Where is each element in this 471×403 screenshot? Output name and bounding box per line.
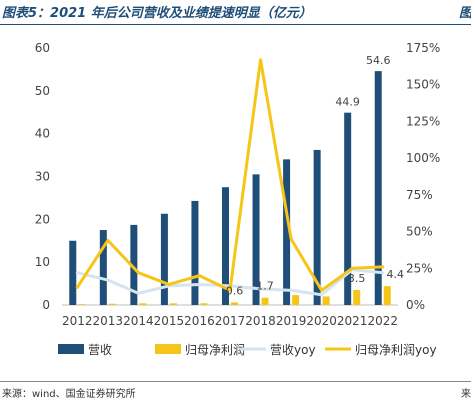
y-left-tick-label: 0	[42, 298, 50, 312]
bar-net-profit	[353, 290, 361, 305]
y-right-tick-label: 100%	[406, 151, 440, 165]
bar-net-profit	[78, 304, 86, 305]
y-right-tick-label: 150%	[406, 78, 440, 92]
data-label: 44.9	[335, 96, 360, 109]
data-label: 1.7	[256, 280, 274, 293]
legend-label: 营收	[88, 343, 112, 357]
x-tick-label: 2015	[154, 314, 185, 328]
y-left-tick-label: 50	[35, 84, 50, 98]
next-chart-title-fragment: 图	[459, 6, 471, 21]
legend-label: 归母净利润yoy	[355, 343, 437, 357]
legend-swatch	[155, 344, 181, 354]
bar-net-profit	[169, 303, 177, 305]
bar-revenue	[222, 187, 229, 305]
bar-revenue	[374, 71, 382, 305]
y-right-tick-label: 75%	[406, 188, 433, 202]
x-tick-label: 2022	[367, 314, 398, 328]
data-label: 0.6	[226, 284, 244, 297]
x-tick-label: 2016	[184, 314, 215, 328]
footer-divider	[0, 381, 471, 382]
y-right-tick-label: 50%	[406, 225, 433, 239]
y-left-tick-label: 40	[35, 127, 50, 141]
bar-net-profit	[383, 286, 391, 305]
data-label: 54.6	[366, 54, 391, 67]
bar-net-profit	[139, 303, 147, 305]
bar-revenue	[130, 224, 138, 305]
y-right-tick-label: 0%	[406, 298, 425, 312]
chart-title: 图表5：2021 年后公司营收及业绩提速明显（亿元）	[2, 6, 312, 21]
title-divider	[0, 24, 471, 25]
bar-net-profit	[261, 297, 269, 305]
bar-revenue	[344, 112, 352, 305]
y-right-tick-label: 125%	[406, 114, 440, 128]
data-label: 3.5	[348, 272, 366, 285]
bar-net-profit	[322, 296, 330, 305]
y-left-tick-label: 10	[35, 255, 50, 269]
bar-revenue	[313, 149, 321, 305]
bar-revenue	[160, 213, 168, 305]
bar-revenue	[191, 200, 199, 305]
y-left-tick-label: 20	[35, 212, 50, 226]
x-tick-label: 2019	[276, 314, 307, 328]
y-left-tick-label: 60	[35, 41, 50, 55]
x-tick-label: 2018	[245, 314, 276, 328]
bar-revenue	[69, 240, 77, 305]
bar-net-profit	[200, 303, 208, 305]
data-label: 4.4	[386, 268, 404, 281]
x-tick-label: 2020	[306, 314, 337, 328]
bar-net-profit	[231, 302, 238, 305]
x-tick-label: 2013	[93, 314, 124, 328]
bar-revenue	[252, 174, 260, 305]
x-tick-label: 2017	[215, 314, 246, 328]
bar-revenue	[283, 159, 291, 305]
line-net-profit-yoy	[75, 58, 385, 292]
next-source-fragment: 来	[461, 389, 471, 400]
bar-net-profit	[292, 295, 300, 305]
legend-swatch	[58, 344, 84, 354]
source-note: 来源：wind、国金证券研究所	[2, 389, 136, 400]
y-left-tick-label: 30	[35, 170, 50, 184]
legend-label: 归母净利润	[185, 343, 245, 357]
y-right-tick-label: 175%	[406, 41, 440, 55]
legend-label: 营收yoy	[270, 343, 316, 357]
bar-net-profit	[108, 303, 116, 305]
x-tick-label: 2021	[337, 314, 368, 328]
bar-revenue	[99, 230, 107, 305]
x-tick-label: 2012	[62, 314, 93, 328]
x-tick-label: 2014	[123, 314, 154, 328]
y-right-tick-label: 25%	[406, 261, 433, 275]
chart-canvas: 0 10 20 30 40 50 60 0% 25% 50% 75% 100% 125% 150% 175%…	[35, 41, 441, 357]
